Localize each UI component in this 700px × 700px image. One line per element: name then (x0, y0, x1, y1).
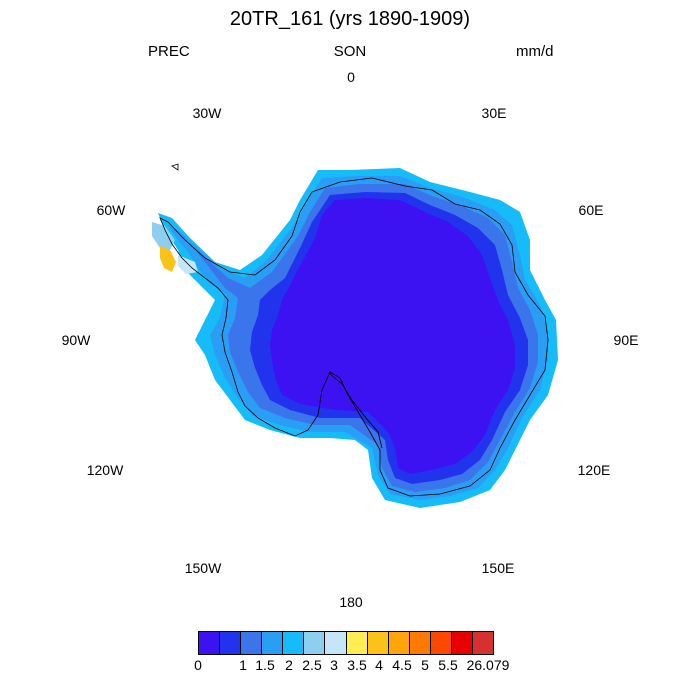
colorbar-tick-label: 0 (194, 657, 202, 673)
colorbar (198, 631, 495, 655)
colorbar-tick-label: 2.5 (302, 657, 322, 673)
colorbar-swatch-3 (261, 631, 283, 655)
colorbar-swatch-13 (472, 631, 495, 655)
colorbar-tick-label: 26.079 (466, 657, 510, 673)
south-american-tip (171, 163, 179, 171)
precip-interior (270, 198, 515, 474)
colorbar-swatch-10 (408, 631, 430, 655)
colorbar-swatch-1 (219, 631, 241, 655)
lon-label-150e: 150E (481, 560, 515, 576)
lon-label-90e: 90E (613, 332, 639, 348)
page-title: 20TR_161 (yrs 1890-1909) (229, 8, 471, 30)
colorbar-swatch-2 (240, 631, 262, 655)
ice-shelf-outline (329, 373, 383, 449)
colorbar-swatch-6 (324, 631, 346, 655)
lon-label-180: 180 (339, 594, 363, 610)
season-label: SON (333, 43, 367, 60)
colorbar-swatch-0 (198, 631, 220, 655)
lon-label-30w: 30W (192, 105, 222, 121)
colorbar-tick-label: 4.5 (392, 657, 412, 673)
units-label: mm/d (516, 43, 554, 60)
lon-label-60e: 60E (578, 202, 604, 218)
lon-label-150w: 150W (184, 560, 222, 576)
colorbar-swatch-7 (345, 631, 367, 655)
lon-label-120e: 120E (577, 462, 611, 478)
lon-label-120w: 120W (86, 462, 124, 478)
colorbar-tick-label: 1 (239, 657, 247, 673)
colorbar-swatch-11 (429, 631, 451, 655)
peninsula-light (152, 222, 175, 250)
variable-label: PREC (148, 43, 190, 60)
colorbar-tick-label: 4 (375, 657, 383, 673)
colorbar-swatch-4 (282, 631, 304, 655)
colorbar-tick-label: 3 (330, 657, 338, 673)
peninsula-max (160, 246, 176, 272)
colorbar-tick-label: 3.5 (347, 657, 367, 673)
colorbar-tick-label: 1.5 (255, 657, 275, 673)
colorbar-tick-label: 2 (285, 657, 293, 673)
colorbar-tick-label: 5 (421, 657, 429, 673)
colorbar-swatch-12 (450, 631, 473, 655)
lon-label-90w: 90W (61, 332, 91, 348)
lon-label-60w: 60W (96, 202, 126, 218)
colorbar-swatch-9 (387, 631, 409, 655)
colorbar-tick-label: 5.5 (438, 657, 458, 673)
colorbar-swatch-5 (303, 631, 325, 655)
lon-label-30e: 30E (481, 105, 507, 121)
colorbar-swatch-8 (366, 631, 388, 655)
lon-label-0: 0 (347, 69, 355, 85)
coastline (159, 177, 549, 497)
